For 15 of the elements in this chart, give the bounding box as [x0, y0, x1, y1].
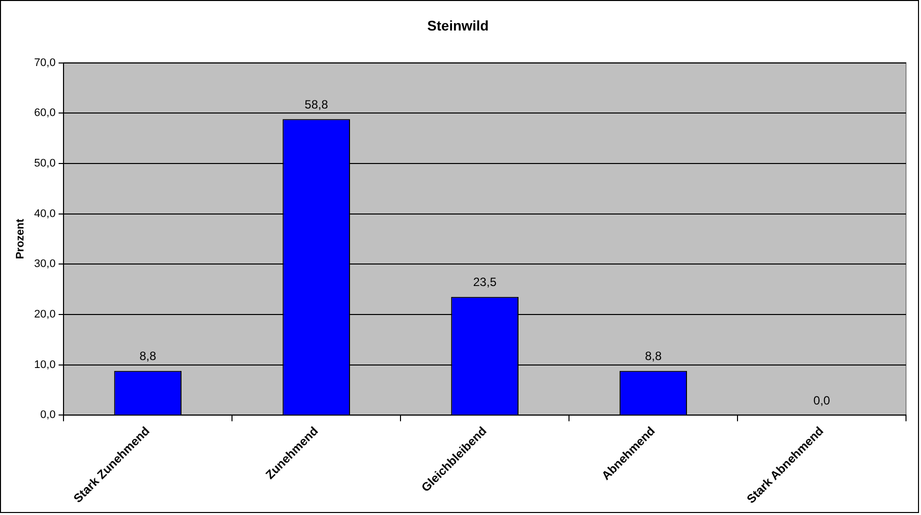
y-tick-label: 40,0: [34, 208, 56, 220]
y-tick-label: 50,0: [34, 158, 56, 170]
data-label: 0,0: [813, 394, 830, 408]
data-label: 8,8: [140, 349, 157, 364]
data-label: 8,8: [644, 349, 662, 364]
y-tick-label: 0,0: [40, 409, 56, 422]
y-tick-label: 70,0: [34, 56, 56, 69]
y-tick-label: 20,0: [34, 308, 56, 321]
data-label: 58,8: [304, 98, 328, 112]
y-tick-label: 60,0: [34, 107, 56, 120]
data-label: 23,5: [473, 275, 497, 290]
y-axis-title: Prozent: [14, 218, 27, 260]
y-tick-label: 30,0: [34, 258, 56, 270]
y-tick-label: 10,0: [34, 358, 56, 371]
chart-title: Steinwild: [427, 17, 489, 34]
